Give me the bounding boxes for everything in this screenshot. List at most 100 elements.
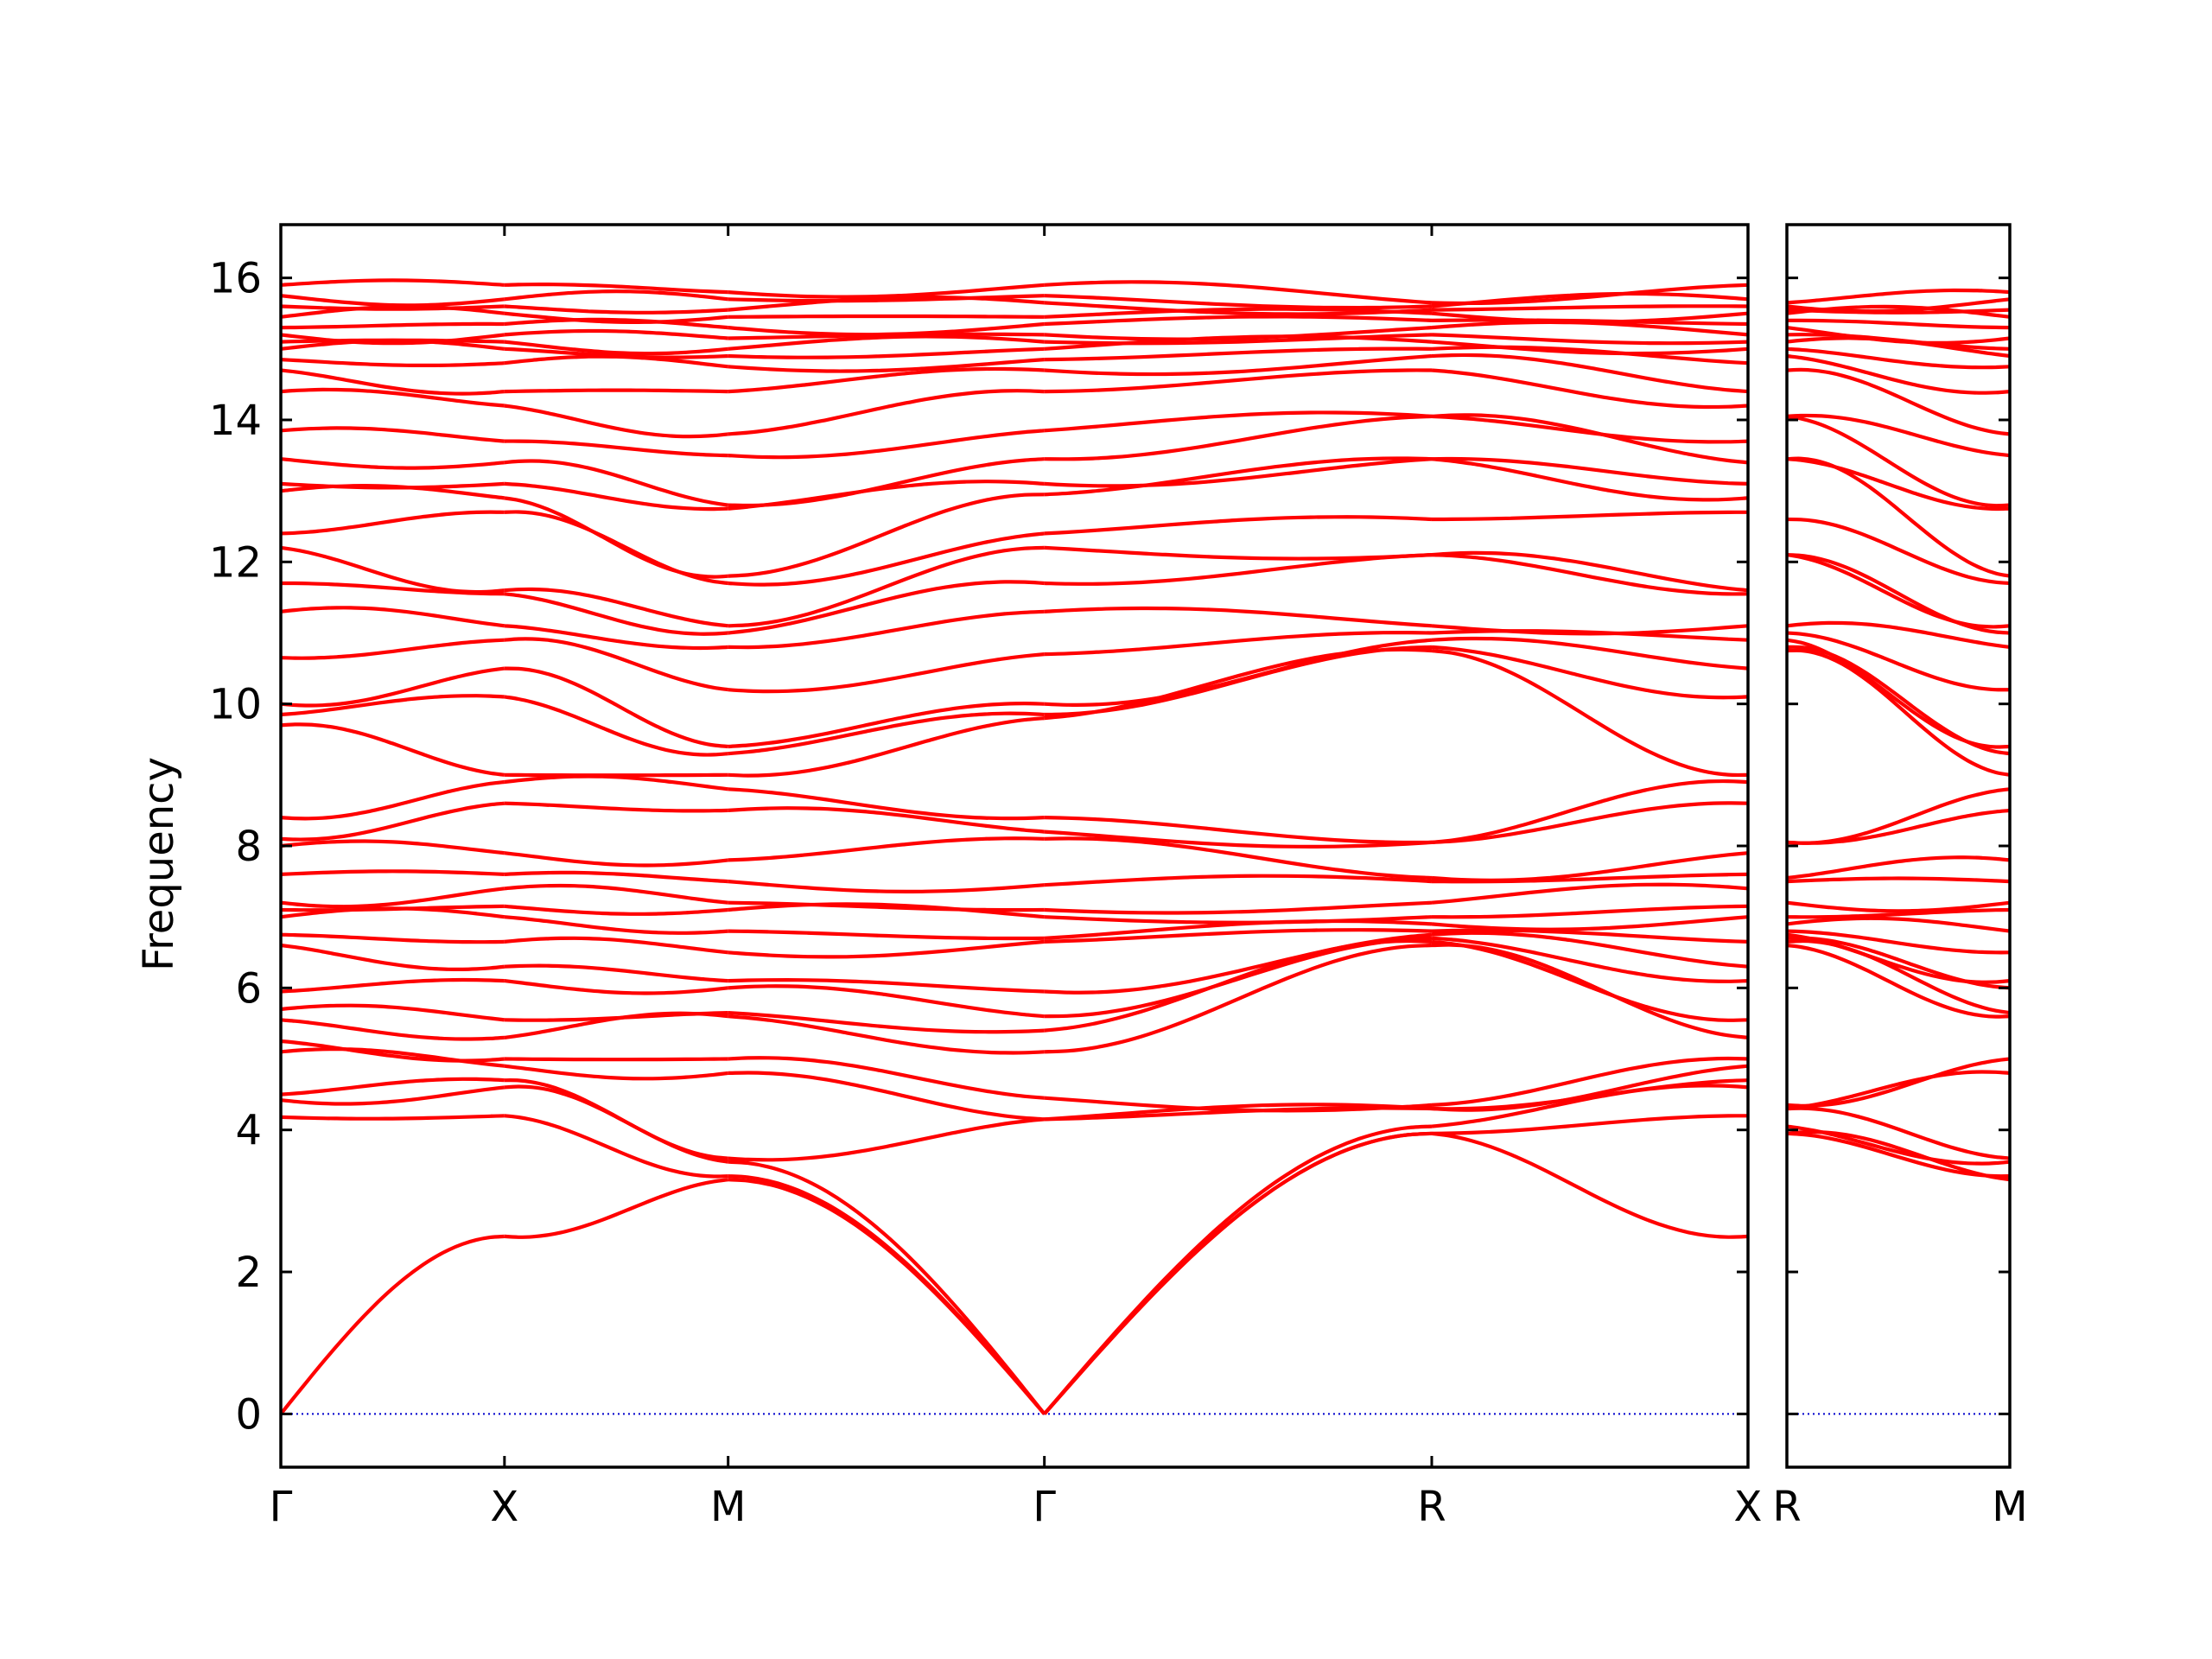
band-line [728, 1071, 1045, 1122]
band-line [504, 328, 728, 340]
y-tick-label: 0 [235, 1390, 262, 1439]
band-line [504, 1114, 728, 1179]
band-line [728, 358, 1045, 373]
band-line [504, 592, 728, 636]
band-line [1786, 907, 2011, 919]
axes-frame [1785, 223, 2012, 1469]
band-line [280, 294, 505, 308]
band-line [1431, 636, 1749, 671]
band-line [1431, 456, 1749, 486]
band-line [504, 289, 728, 302]
band-line [1431, 624, 1749, 636]
y-tick-label: 16 [209, 255, 262, 303]
band-line [280, 666, 505, 708]
band-line [504, 510, 729, 586]
band-line [504, 283, 728, 295]
band-line [1786, 414, 2011, 508]
band-line [1431, 882, 1749, 905]
band-line [1044, 410, 1433, 433]
x-tick-label: R [1772, 1483, 1801, 1531]
band-line [728, 429, 1045, 460]
band-line [504, 1011, 728, 1022]
band-line [728, 1178, 1046, 1415]
band-line [1786, 288, 2011, 305]
band-line [728, 984, 1045, 1019]
band-line [1044, 606, 1433, 628]
band-line [1786, 1057, 2011, 1108]
band-line [728, 531, 1045, 587]
band-line [1044, 326, 1433, 341]
band-line [1786, 413, 2011, 458]
band-line [1431, 510, 1749, 522]
band-line [1431, 553, 1749, 596]
band-line [728, 609, 1045, 650]
band-line [1431, 414, 1749, 444]
band-line [1431, 413, 1749, 465]
band-line [1044, 515, 1433, 536]
y-tick-label: 2 [235, 1249, 262, 1297]
x-tick-label: R [1417, 1483, 1446, 1531]
band-line [728, 929, 1045, 941]
band-line [1431, 368, 1749, 410]
band-line [1431, 801, 1749, 844]
band-line [504, 979, 728, 995]
band-line [1044, 315, 1433, 327]
band-line [280, 510, 505, 536]
band-line [504, 496, 728, 579]
band-line [504, 637, 729, 692]
band-line [1044, 836, 1433, 880]
band-line [280, 368, 505, 396]
band-line [1431, 550, 1749, 593]
band-line [1431, 1084, 1749, 1128]
band-line [1044, 545, 1433, 561]
band-line [504, 774, 729, 791]
band-line [1044, 353, 1433, 377]
band-line [1431, 283, 1749, 306]
band-line [1044, 938, 1433, 1033]
band-line [280, 1085, 505, 1106]
band-line [1431, 1056, 1749, 1107]
band-line [504, 481, 728, 512]
band-line [1786, 1106, 2011, 1160]
band-line [728, 716, 1045, 778]
band-line [1044, 307, 1433, 319]
band-line [728, 580, 1045, 635]
band-line [1786, 620, 2011, 649]
band-line [504, 870, 728, 884]
band-line [280, 779, 505, 821]
band-line [1044, 294, 1433, 310]
band-line [728, 294, 1045, 303]
band-line [504, 851, 728, 868]
band-line [280, 457, 505, 470]
band-line [728, 702, 1045, 749]
band-line [1431, 645, 1749, 700]
band-line [1044, 900, 1433, 915]
band-line [280, 1039, 505, 1063]
band-line [728, 493, 1045, 578]
x-tick-label: X [1734, 1483, 1763, 1531]
band-line [280, 638, 505, 660]
band-line [504, 1078, 728, 1160]
band-line [728, 389, 1045, 436]
y-tick-label: 14 [209, 397, 262, 445]
band-line [504, 311, 728, 324]
band-line [1786, 553, 2011, 635]
y-tick-label: 12 [209, 538, 262, 587]
band-line [504, 963, 728, 983]
band-line [1431, 648, 1749, 778]
band-line [728, 902, 1045, 919]
band-line [1044, 936, 1433, 1019]
band-line [1043, 1131, 1433, 1415]
band-line [1043, 1124, 1433, 1415]
band-line [1044, 301, 1433, 316]
band-line [1786, 353, 2011, 395]
band-line [1044, 631, 1433, 657]
band-line [1044, 932, 1433, 995]
band-line [1786, 457, 2011, 512]
band-line [728, 314, 1045, 319]
band-line [280, 1003, 505, 1022]
band-line [1044, 638, 1433, 707]
